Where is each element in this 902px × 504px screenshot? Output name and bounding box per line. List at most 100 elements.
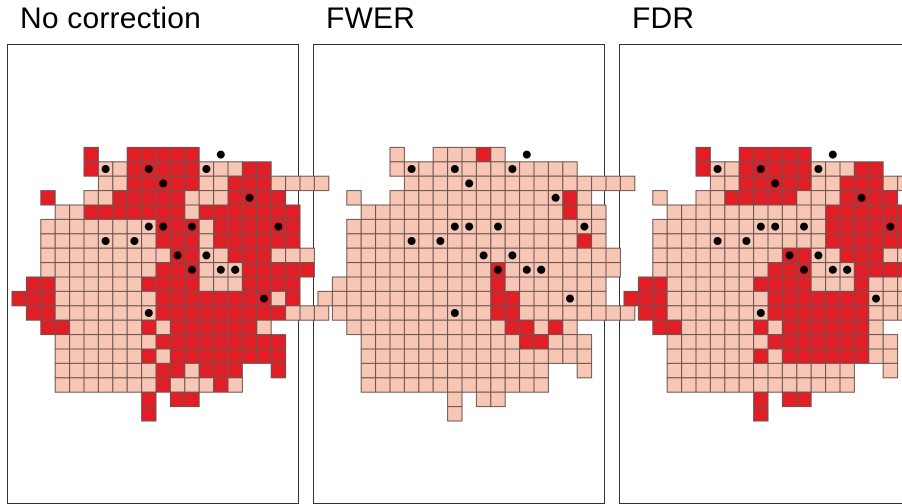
grid-cell <box>810 204 827 220</box>
grid-cell <box>432 319 449 336</box>
grid-cell <box>781 233 798 249</box>
grid-cell <box>285 204 301 220</box>
grid-cell <box>547 290 564 307</box>
grid-cell <box>591 262 607 278</box>
grid-cell <box>853 305 870 321</box>
grid-cell <box>403 262 420 278</box>
grid-cell <box>637 290 654 307</box>
grid-cell <box>695 161 711 177</box>
grid-cell <box>97 348 114 364</box>
grid-cell <box>681 233 697 249</box>
grid-cell <box>198 262 215 278</box>
grid-cell <box>882 190 899 206</box>
grid-cell <box>169 204 186 220</box>
grid-cell <box>112 161 128 177</box>
grid-cell <box>241 348 258 364</box>
grid-cell <box>796 305 812 321</box>
grid-cell <box>666 276 683 292</box>
grid-cell <box>810 190 827 206</box>
grid-cell <box>227 305 243 321</box>
sample-point <box>771 222 780 231</box>
grid-cell <box>112 362 128 379</box>
grid-cell <box>227 190 243 206</box>
grid-cell <box>69 262 85 278</box>
sample-point <box>144 165 153 173</box>
grid-cell <box>97 305 114 321</box>
grid-cell <box>198 190 215 206</box>
grid-cell <box>738 204 755 220</box>
sample-point <box>465 179 474 188</box>
grid-cell <box>825 190 841 206</box>
grid-cell <box>141 190 157 206</box>
grid-cell <box>112 334 128 350</box>
grid-cell <box>897 204 902 220</box>
grid-cell <box>767 319 783 336</box>
grid-cell <box>753 348 769 364</box>
grid-cell <box>403 362 420 379</box>
grid-cell <box>825 175 841 192</box>
grid-cell <box>54 348 71 364</box>
grid-cell <box>767 161 783 177</box>
grid-cell <box>796 247 812 264</box>
grid-cell <box>54 334 71 350</box>
grid-cell <box>882 262 899 278</box>
sample-point <box>771 179 780 188</box>
grid-cell <box>447 233 463 249</box>
grid-cell <box>882 305 899 321</box>
sample-point <box>436 237 445 245</box>
grid-cell <box>270 175 287 192</box>
grid-cell <box>198 276 215 292</box>
grid-cell <box>241 305 258 321</box>
grid-cell <box>666 348 683 364</box>
grid-cell <box>447 290 463 307</box>
grid-cell <box>375 247 391 264</box>
grid-cell <box>738 334 755 350</box>
grid-cell <box>475 161 492 177</box>
grid-cell <box>169 175 186 192</box>
grid-cell <box>375 218 391 235</box>
grid-cell <box>360 218 377 235</box>
grid-cell <box>562 218 578 235</box>
grid-cell <box>403 276 420 292</box>
grid-cell <box>461 319 477 336</box>
grid-cell <box>461 233 477 249</box>
sample-point <box>843 265 852 274</box>
grid-cell <box>839 247 855 264</box>
sample-point <box>159 179 168 188</box>
grid-cell <box>619 175 636 192</box>
grid-cell <box>40 290 56 307</box>
grid-cell <box>709 218 726 235</box>
grid-cell <box>97 290 114 307</box>
grid-cell <box>141 204 157 220</box>
grid-cell <box>681 218 697 235</box>
grid-cell <box>213 362 229 379</box>
grid-cell <box>375 305 391 321</box>
grid-cell <box>169 305 186 321</box>
grid-cell <box>418 218 434 235</box>
grid-cell <box>97 362 114 379</box>
grid-cell <box>533 377 549 393</box>
grid-cell <box>605 175 621 192</box>
grid-cell <box>724 262 740 278</box>
grid-cell <box>54 377 71 393</box>
grid-cell <box>69 334 85 350</box>
grid-cell <box>389 233 405 249</box>
grid-cell <box>256 262 272 278</box>
grid-cell <box>141 233 157 249</box>
grid-cell <box>375 362 391 379</box>
sample-point <box>130 237 139 245</box>
grid-cell <box>403 204 420 220</box>
grid-cell <box>389 290 405 307</box>
grid-cell <box>432 161 449 177</box>
grid-cell <box>868 190 884 206</box>
grid-cell <box>447 247 463 264</box>
grid-cell <box>313 175 330 192</box>
grid-cell <box>738 319 755 336</box>
grid-cell <box>155 190 171 206</box>
grid-cell <box>868 233 884 249</box>
grid-cell <box>389 305 405 321</box>
grid-cell <box>97 334 114 350</box>
grid-cell <box>447 190 463 206</box>
grid-cell <box>605 262 621 278</box>
grid-cell <box>241 233 258 249</box>
